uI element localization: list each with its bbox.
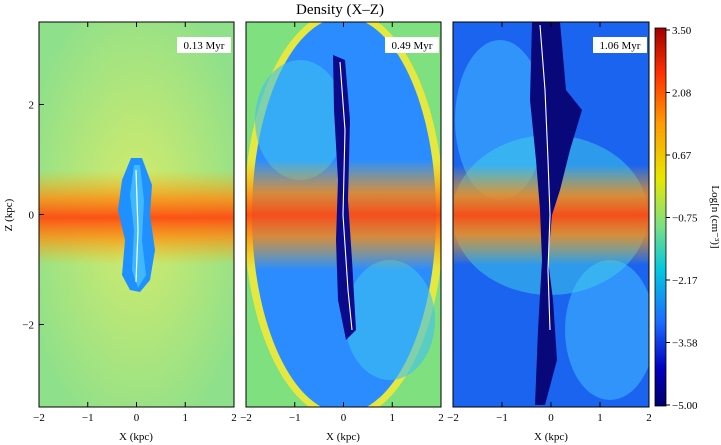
x-tick-label: 1: [597, 412, 603, 424]
colorbar-tick-label: −3.58: [672, 338, 698, 350]
time-label-box-3: 1.06 Myr: [593, 37, 647, 53]
x-tick-label: 1: [183, 412, 189, 424]
x-tick-label: −2: [240, 412, 252, 424]
colorbar-tick-label: 0.67: [672, 150, 692, 162]
x-tick-label: 1: [390, 412, 396, 424]
colorbar-tick-label: 2.08: [672, 88, 692, 100]
y-tick-label: 2: [29, 100, 35, 112]
x-tick-label: 0: [341, 412, 347, 424]
xlabel-panel-2: X (kpc): [326, 431, 360, 443]
time-label-2: 0.49 Myr: [392, 40, 433, 52]
panel-2: [246, 22, 441, 407]
panel-1: [39, 22, 234, 407]
colorbar-label: Log[n (cm⁻³)]: [709, 185, 721, 248]
colorbar-tick-label: 3.50: [672, 25, 692, 37]
x-tick-label: 2: [438, 412, 444, 424]
xlabel-panel-1: X (kpc): [119, 431, 153, 443]
time-label-3: 1.06 Myr: [600, 40, 641, 52]
colorbar: [654, 27, 667, 407]
x-tick-label: 2: [646, 412, 652, 424]
panel-3: [453, 22, 649, 407]
xlabel-panel-3: X (kpc): [534, 431, 568, 443]
y-tick-label: 0: [29, 210, 35, 222]
x-tick-label: 0: [548, 412, 554, 424]
x-tick-label: −2: [33, 412, 45, 424]
x-tick-label: −1: [82, 412, 94, 424]
colorbar-tick-label: −0.75: [672, 213, 698, 225]
x-tick-label: 2: [231, 412, 237, 424]
time-label-box-2: 0.49 Myr: [385, 37, 439, 53]
x-tick-label: −1: [496, 412, 508, 424]
ylabel: Z (kpc): [3, 198, 15, 231]
colorbar-tick-label: −2.17: [672, 275, 698, 287]
colorbar-tick-label: −5.00: [672, 400, 698, 412]
y-tick-label: −2: [22, 320, 34, 332]
x-tick-label: 0: [134, 412, 140, 424]
time-label-1: 0.13 Myr: [184, 40, 225, 52]
x-tick-label: −1: [289, 412, 301, 424]
figure-title: Density (X–Z): [296, 2, 384, 18]
time-label-box-1: 0.13 Myr: [177, 37, 231, 53]
x-tick-label: −2: [447, 412, 459, 424]
